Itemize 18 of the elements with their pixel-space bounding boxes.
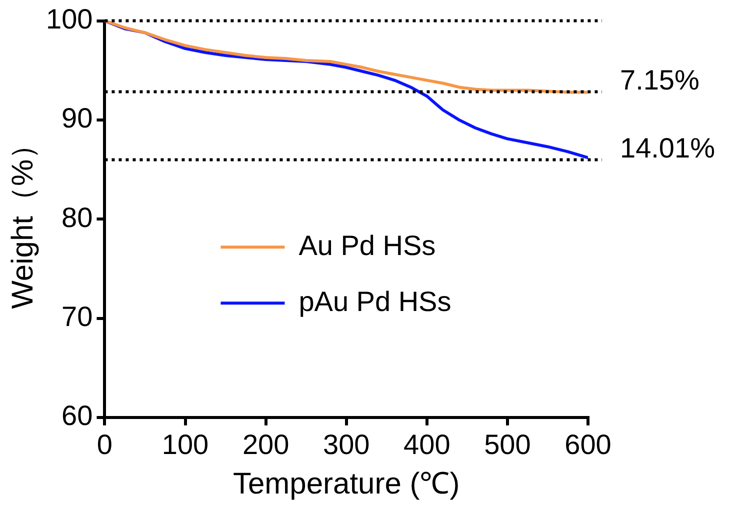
x-tick-label: 500 [484, 428, 531, 460]
y-axis-title: Weight（%） [6, 129, 40, 309]
x-tick-label: 200 [242, 428, 290, 460]
y-tick-label: 100 [46, 4, 93, 35]
y-tick-label: 80 [62, 202, 93, 233]
y-tick-label: 70 [62, 300, 93, 332]
annotation: 14.01% [620, 132, 715, 164]
legend-label: pAu Pd HSs [298, 286, 452, 317]
y-tick-label: 60 [62, 400, 93, 432]
x-tick-label: 300 [323, 428, 370, 460]
y-tick-label: 90 [62, 102, 93, 134]
x-tick-label: 0 [96, 428, 113, 460]
x-tick-label: 600 [564, 428, 612, 460]
annotation: 7.15% [620, 64, 700, 96]
legend-label: Au Pd HSs [298, 230, 436, 261]
x-tick-label: 400 [404, 428, 450, 460]
x-tick-label: 100 [162, 428, 209, 460]
x-axis-title: Temperature (℃) [232, 467, 460, 500]
